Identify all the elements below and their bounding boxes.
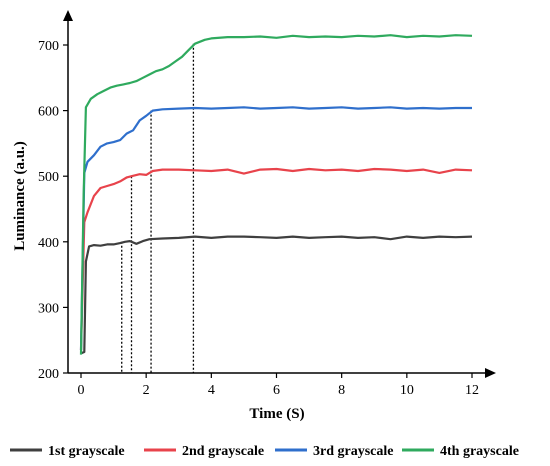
legend-label: 1st grayscale <box>48 444 125 459</box>
x-axis-arrow <box>485 368 496 378</box>
y-axis-arrow <box>63 10 73 21</box>
x-ticks: 0 2 4 6 8 10 12 <box>78 373 479 398</box>
legend-label: 4th grayscale <box>440 444 519 459</box>
legend-item: 3rd grayscale <box>275 444 393 459</box>
y-tick-label: 700 <box>38 39 59 54</box>
x-tick-label: 6 <box>273 383 280 398</box>
legend-label: 3rd grayscale <box>313 444 393 459</box>
y-ticks: 200 300 400 500 600 700 <box>38 39 68 382</box>
legend-item: 1st grayscale <box>10 444 125 459</box>
annotation-lines <box>121 43 195 373</box>
y-tick-label: 400 <box>38 236 59 251</box>
axes <box>63 10 496 378</box>
x-tick-label: 8 <box>338 383 345 398</box>
x-tick-label: 10 <box>400 383 414 398</box>
series-line-2 <box>79 167 473 351</box>
x-tick-label: 4 <box>208 383 215 398</box>
x-tick-label: 0 <box>78 383 85 398</box>
legend-item: 4th grayscale <box>402 444 519 459</box>
legend: 1st grayscale 2nd grayscale 3rd grayscale 4… <box>10 444 519 459</box>
series-line-4 <box>79 34 473 355</box>
legend-item: 2nd grayscale <box>144 444 264 459</box>
series-line-1 <box>80 235 473 355</box>
legend-label: 2nd grayscale <box>182 444 264 459</box>
series-line-3 <box>79 106 472 351</box>
y-axis-title: Luminance (a.u.) <box>12 141 28 251</box>
series-lines <box>79 34 473 355</box>
x-axis-title: Time (S) <box>249 406 304 422</box>
y-tick-label: 600 <box>38 105 59 120</box>
y-tick-label: 200 <box>38 367 59 382</box>
y-tick-label: 300 <box>38 301 59 316</box>
y-tick-label: 500 <box>38 170 59 185</box>
x-tick-label: 12 <box>465 383 479 398</box>
x-tick-label: 2 <box>143 383 150 398</box>
